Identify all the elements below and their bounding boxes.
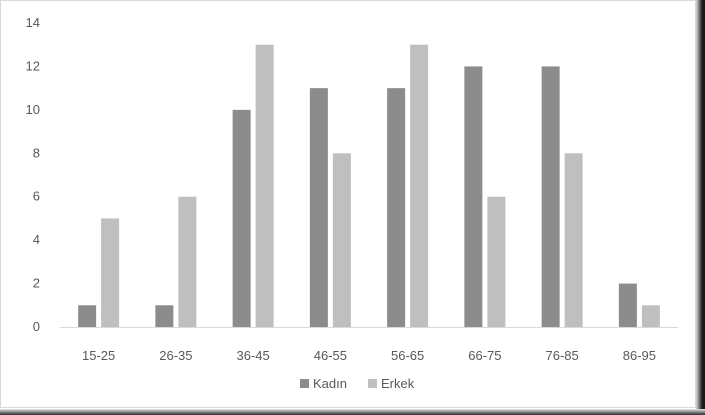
bar-kadin-86-95 <box>618 283 637 327</box>
bar-erkek-26-35 <box>178 196 197 327</box>
bar-kadin-76-85 <box>541 66 560 327</box>
x-tick-label: 66-75 <box>468 348 501 363</box>
y-tick-label: 10 <box>26 102 40 117</box>
y-tick-label: 8 <box>33 145 40 160</box>
bar-kadin-26-35 <box>155 305 174 327</box>
y-tick-label: 0 <box>33 319 40 334</box>
y-tick-label: 4 <box>33 232 40 247</box>
bar-erkek-66-75 <box>487 196 506 327</box>
legend-swatch-kadin <box>300 379 309 388</box>
bar-erkek-76-85 <box>564 153 583 327</box>
x-tick-label: 36-45 <box>237 348 270 363</box>
x-tick-label: 15-25 <box>82 348 115 363</box>
bar-erkek-46-55 <box>332 153 351 327</box>
bar-kadin-15-25 <box>78 305 97 327</box>
bar-erkek-15-25 <box>101 218 120 327</box>
x-tick-label: 86-95 <box>623 348 656 363</box>
bar-erkek-56-65 <box>410 44 429 327</box>
legend-swatch-erkek <box>368 379 377 388</box>
chart-border <box>0 0 696 408</box>
x-tick-label: 76-85 <box>546 348 579 363</box>
x-tick-label: 26-35 <box>159 348 192 363</box>
bar-kadin-66-75 <box>464 66 483 327</box>
bar-kadin-46-55 <box>309 88 328 328</box>
y-tick-label: 14 <box>26 15 40 30</box>
y-tick-label: 12 <box>26 58 40 73</box>
x-tick-label: 56-65 <box>391 348 424 363</box>
legend-label-kadin: Kadın <box>313 376 347 391</box>
right-shadow <box>696 0 705 415</box>
bottom-shadow <box>0 409 705 415</box>
x-tick-label: 46-55 <box>314 348 347 363</box>
bar-kadin-56-65 <box>387 88 406 328</box>
y-tick-label: 2 <box>33 276 40 291</box>
bar-erkek-86-95 <box>641 305 660 327</box>
legend-label-erkek: Erkek <box>381 376 415 391</box>
bar-kadin-36-45 <box>232 109 251 327</box>
bar-erkek-36-45 <box>255 44 274 327</box>
y-tick-label: 6 <box>33 189 40 204</box>
